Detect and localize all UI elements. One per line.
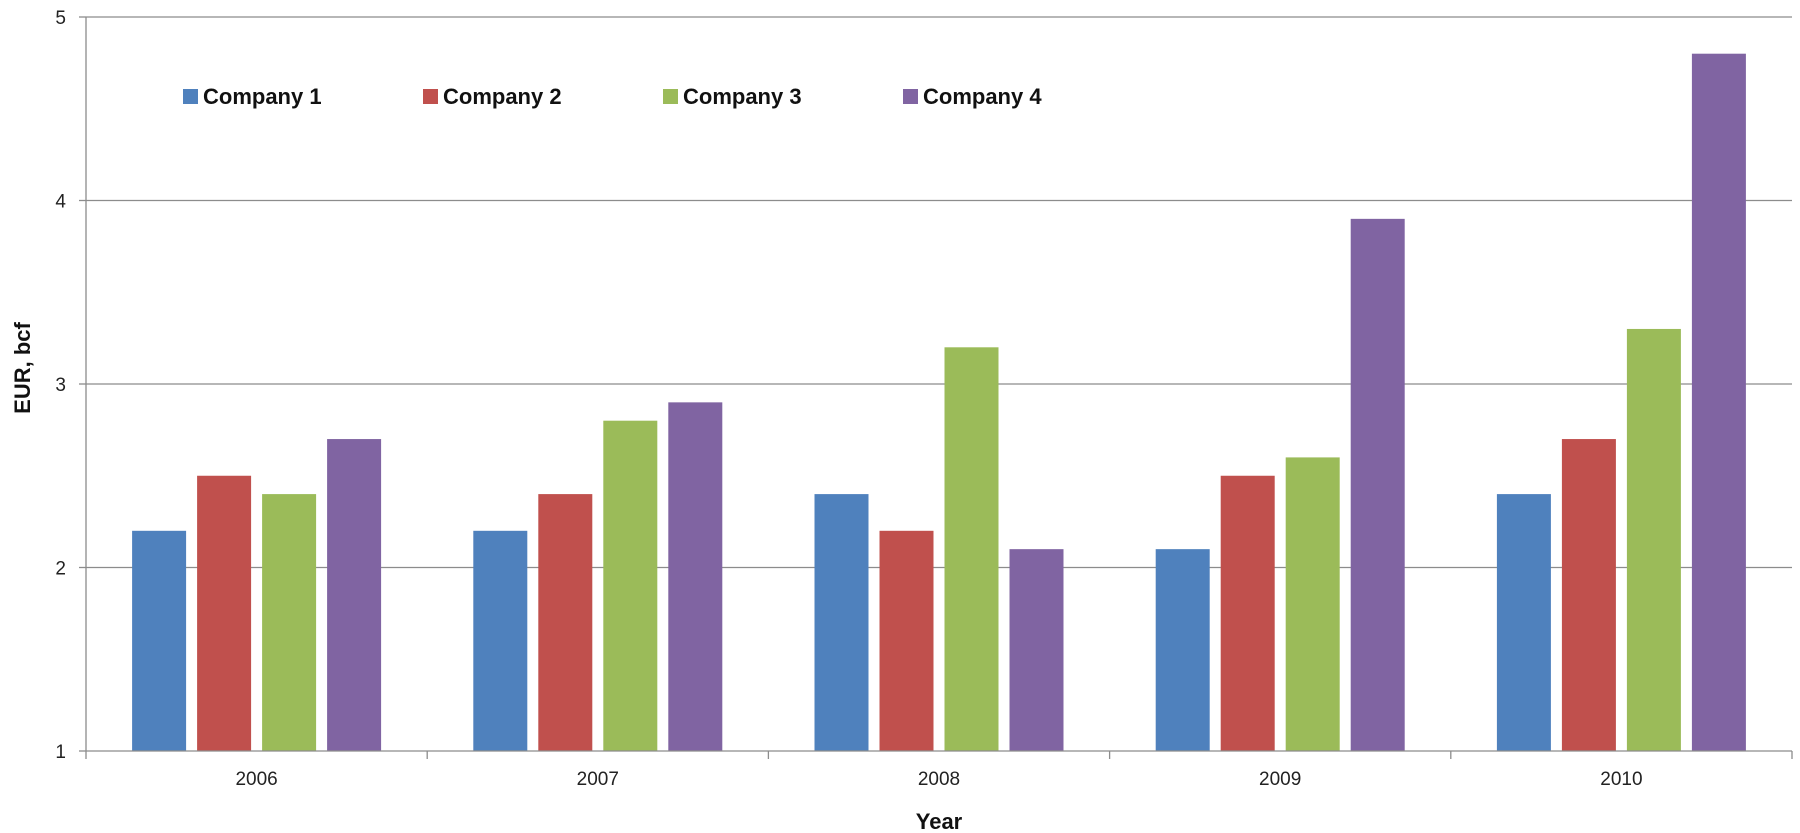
- bar-company-4-2006: [327, 439, 382, 751]
- y-tick-label: 4: [55, 192, 66, 213]
- bar-company-2-2008: [879, 530, 934, 751]
- bar-company-2-2006: [197, 475, 252, 751]
- bar-company-2-2009: [1220, 475, 1275, 751]
- bar-company-2-2010: [1561, 439, 1616, 751]
- bar-company-3-2010: [1626, 328, 1681, 751]
- legend-swatch: [183, 89, 198, 104]
- bar-company-1-2007: [473, 530, 528, 751]
- x-tick-label: 2006: [235, 769, 277, 790]
- tick-labels: 1 2 3 4 5 2006 2007 2008 2009 2010: [55, 8, 1642, 790]
- y-tick-label: 3: [55, 375, 66, 396]
- bar-company-1-2010: [1496, 494, 1551, 751]
- y-tick-label: 2: [55, 559, 66, 580]
- bar-company-4-2009: [1350, 218, 1405, 752]
- legend-swatch: [423, 89, 438, 104]
- x-tick-label: 2007: [577, 769, 619, 790]
- y-tick-label: 5: [55, 8, 66, 29]
- x-tick-label: 2010: [1600, 769, 1642, 790]
- axes: [79, 16, 1793, 759]
- bars: [132, 53, 1746, 752]
- bar-company-3-2007: [603, 420, 658, 751]
- x-tick-label: 2009: [1259, 769, 1301, 790]
- legend-label: Company 4: [923, 84, 1042, 109]
- bar-company-4-2008: [1009, 549, 1064, 751]
- bar-company-2-2007: [538, 494, 593, 751]
- bar-company-1-2008: [814, 494, 869, 751]
- bar-company-1-2006: [132, 530, 187, 751]
- legend-label: Company 2: [443, 84, 562, 109]
- legend: Company 1 Company 2 Company 3 Company 4: [183, 84, 1042, 109]
- x-axis-title: Year: [916, 809, 963, 833]
- bar-company-4-2010: [1691, 53, 1746, 751]
- legend-swatch: [663, 89, 678, 104]
- y-axis-title: EUR, bcf: [10, 321, 35, 413]
- legend-label: Company 1: [203, 84, 322, 109]
- legend-label: Company 3: [683, 84, 802, 109]
- bar-company-3-2009: [1285, 457, 1340, 751]
- x-tick-label: 2008: [918, 769, 960, 790]
- y-tick-label: 1: [55, 742, 66, 763]
- bar-company-1-2009: [1155, 549, 1210, 751]
- legend-swatch: [903, 89, 918, 104]
- bar-company-3-2006: [262, 494, 317, 751]
- bar-company-4-2007: [668, 402, 723, 751]
- bar-company-3-2008: [944, 347, 999, 751]
